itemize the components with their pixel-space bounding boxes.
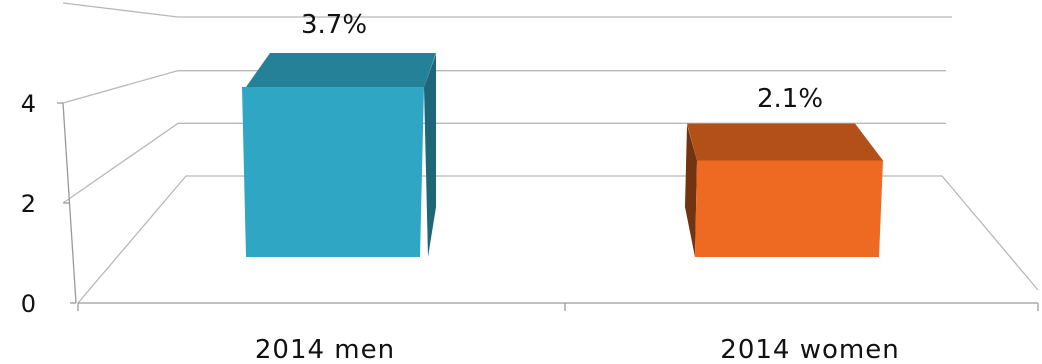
bar-front-face	[242, 87, 424, 257]
axis-layer: 0 2 4	[21, 90, 1039, 318]
bar-side-face	[685, 124, 697, 257]
bar-top-face	[687, 123, 883, 161]
bar-side-face	[424, 54, 436, 257]
category-label: 2014 women	[720, 335, 899, 364]
data-label: 3.7%	[301, 10, 367, 40]
label-layer: 3.7% 2014 men 2.1% 2014 women	[255, 10, 899, 364]
bar-1	[242, 53, 436, 257]
bar-front-face	[695, 160, 883, 257]
y-tick-label: 4	[21, 90, 36, 118]
floor-outline	[77, 175, 1039, 304]
y-tick-label: 0	[21, 290, 36, 318]
bar-layer	[242, 53, 883, 257]
category-label: 2014 men	[255, 335, 395, 364]
y-tick-label: 2	[21, 190, 36, 218]
bar-2	[685, 123, 883, 257]
gridline	[62, 122, 946, 204]
gridline	[62, 70, 946, 104]
gridline	[62, 2, 952, 18]
bar-top-face	[246, 53, 436, 87]
grid-layer	[62, 2, 1039, 304]
data-label: 2.1%	[757, 84, 823, 114]
